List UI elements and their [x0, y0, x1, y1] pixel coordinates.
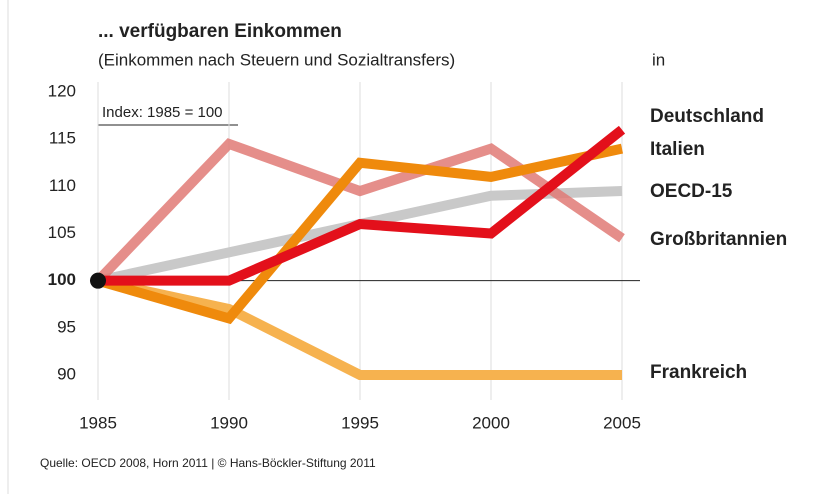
series-line: [96, 275, 622, 380]
series-line: [94, 138, 625, 285]
origin-dot: [90, 272, 106, 289]
x-tick-label: 2000: [472, 413, 510, 432]
legend-label: Frankreich: [650, 362, 747, 383]
legend-label: Italien: [650, 139, 705, 160]
legend-label: Deutschland: [650, 106, 764, 127]
source: Quelle: OECD 2008, Horn 2011 | © Hans-Bö…: [40, 456, 376, 470]
x-tick-label: 1985: [79, 413, 117, 432]
series-line: [98, 125, 626, 286]
y-tick-label: 90: [57, 364, 76, 383]
x-tick-label: 1995: [341, 413, 379, 432]
y-tick-label: 120: [48, 81, 76, 100]
chart-subtitle: (Einkommen nach Steuern und Sozialtransf…: [98, 50, 455, 69]
chart-title: ... verfügbaren Einkommen: [98, 21, 342, 42]
x-tick-label: 2005: [603, 413, 641, 432]
legend-label: OECD-15: [650, 181, 733, 202]
annotation: Index: 1985 = 100: [102, 104, 223, 121]
x-tick-label: 1990: [210, 413, 248, 432]
y-tick-label: 115: [49, 129, 76, 148]
y-tick-label: 110: [49, 176, 76, 195]
legend-label: Großbritannien: [650, 229, 787, 250]
series-line: [96, 143, 624, 325]
y-tick-label: 100: [48, 270, 76, 289]
unit-note: in: [652, 50, 665, 69]
y-tick-label: 105: [48, 223, 76, 242]
y-tick-label: 95: [57, 317, 76, 336]
